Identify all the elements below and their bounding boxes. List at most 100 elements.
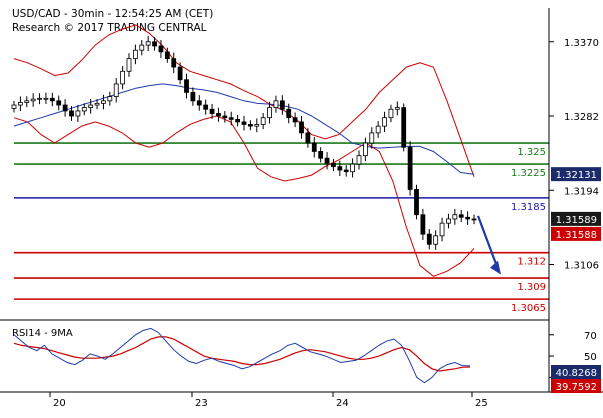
candle-body-28 (190, 91, 196, 102)
level-label-5: 1.3065 (511, 303, 546, 314)
candle-body-68 (446, 218, 451, 224)
price-tags: 1.32131 1.31589 1.31588 (551, 167, 601, 241)
candle-body-19 (132, 49, 138, 60)
rsi-ma-line (13, 336, 471, 372)
candle-body-50 (331, 162, 336, 168)
price-levels: 1.325 1.3225 1.3185 1.312 1.309 1.3065 (14, 142, 549, 314)
candle-body-38 (254, 124, 260, 127)
rsi-tag-label-0: 40.8268 (556, 368, 597, 379)
candle-body-49 (324, 157, 330, 164)
candle-body-23 (158, 45, 164, 53)
candle-body-65 (426, 233, 432, 245)
candle-body-3 (30, 98, 36, 102)
forecast-arrow-head (490, 260, 501, 275)
candle-body-37 (247, 124, 253, 127)
candle-body-0 (11, 104, 17, 109)
price-tag-bg-1 (551, 211, 601, 226)
price-tick-label-0: 1.3370 (564, 38, 599, 49)
candle-body-55 (362, 142, 368, 157)
candle-body-6 (49, 97, 55, 102)
rsi-title: RSI14 - 9MA (12, 328, 73, 339)
candle-body-70 (458, 214, 464, 218)
price-axis: 1.3370 1.3282 1.3194 1.3106 (549, 38, 599, 272)
candle-body-20 (139, 44, 145, 51)
candle-body-31 (209, 108, 215, 114)
chart-copyright: Research © 2017 TRADING CENTRAL (12, 22, 207, 34)
candle-body-21 (145, 41, 151, 46)
level-label-1: 1.3225 (511, 168, 546, 179)
level-label-2: 1.3185 (511, 202, 546, 213)
price-tag-label-1: 1.31589 (556, 215, 597, 226)
candle-body-56 (369, 132, 375, 144)
price-tag-label-2: 1.31588 (556, 230, 597, 241)
level-label-0: 1.325 (517, 147, 546, 158)
candle-body-9 (69, 110, 74, 117)
rsi-line (13, 327, 471, 384)
level-label-3: 1.312 (517, 257, 546, 268)
candle-body-29 (196, 100, 202, 106)
candle-body-1 (17, 102, 23, 106)
candle-body-61 (401, 107, 407, 148)
bollinger-lower (13, 115, 475, 277)
price-tag-bg-0 (551, 167, 601, 182)
rsi-tag-bg-0 (551, 365, 601, 379)
candle-body-42 (279, 100, 285, 110)
candle-body-40 (267, 107, 272, 119)
rsi-tags: 40.8268 39.7592 (551, 365, 601, 393)
candle-body-47 (311, 142, 317, 152)
candle-body-14 (101, 100, 106, 104)
candle-body-34 (228, 117, 234, 120)
candle-body-17 (120, 70, 126, 85)
level-label-4: 1.309 (517, 282, 546, 293)
candle-body-53 (350, 163, 356, 173)
bollinger-bands (13, 24, 475, 277)
candle-body-52 (343, 169, 349, 173)
forecast-arrow-shaft (476, 215, 499, 268)
x-axis: 20 23 24 25 (49, 392, 488, 409)
candle-body-60 (394, 107, 400, 110)
candle-body-58 (382, 117, 387, 127)
candle-body-48 (318, 151, 324, 159)
candle-body-71 (465, 216, 471, 220)
candle-body-32 (216, 113, 221, 117)
candle-body-39 (260, 117, 266, 125)
candle-body-4 (37, 97, 42, 100)
candle-body-27 (184, 79, 189, 93)
candle-body-44 (292, 117, 298, 123)
x-tick-label-3: 25 (475, 398, 488, 409)
price-tick-label-1: 1.3282 (564, 112, 599, 123)
x-tick-label-1: 23 (195, 398, 208, 409)
price-tick-label-2: 1.3194 (564, 186, 599, 197)
rsi-tag-bg-1 (551, 379, 601, 393)
candle-body-54 (356, 155, 362, 165)
candle-body-10 (75, 110, 81, 117)
candle-body-25 (171, 58, 177, 68)
candle-body-69 (452, 214, 458, 220)
candle-body-46 (305, 132, 311, 144)
candle-body-12 (88, 104, 94, 108)
price-tag-label-0: 1.32131 (556, 170, 597, 181)
candle-body-63 (414, 189, 419, 216)
candle-body-59 (388, 108, 394, 119)
candle-body-62 (407, 146, 413, 190)
candle-body-43 (286, 108, 292, 119)
candle-body-51 (337, 166, 343, 171)
candle-body-66 (433, 235, 439, 245)
candle-body-2 (24, 100, 30, 103)
candle-body-30 (203, 104, 209, 110)
candle-body-26 (177, 66, 183, 81)
candlesticks (11, 35, 477, 250)
rsi-tag-label-1: 39.7592 (556, 382, 597, 393)
candle-body-72 (471, 218, 477, 221)
candle-body-64 (420, 214, 426, 235)
x-tick-label-0: 20 (53, 398, 66, 409)
candle-body-67 (439, 222, 445, 237)
candle-body-13 (94, 102, 100, 106)
candle-body-41 (273, 100, 279, 108)
rsi-tick-label-1: 50 (584, 352, 597, 363)
candle-body-35 (235, 118, 241, 123)
candle-body-18 (126, 58, 132, 72)
candle-body-5 (43, 97, 49, 100)
candle-body-11 (81, 107, 87, 112)
